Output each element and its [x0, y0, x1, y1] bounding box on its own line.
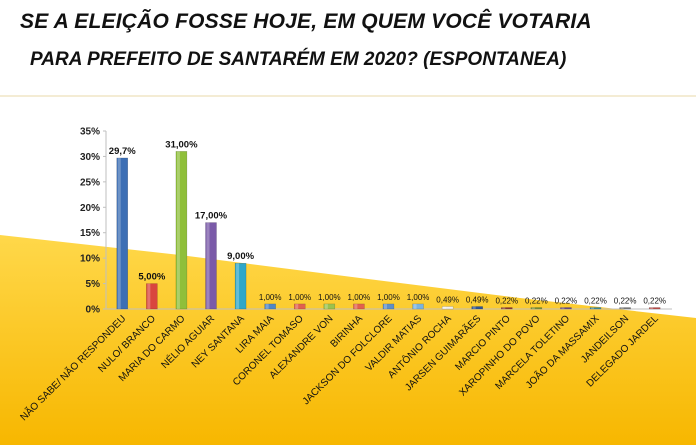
data-label: 1,00% — [348, 293, 371, 302]
y-tick-label: 35% — [80, 127, 100, 138]
bar-highlight — [383, 303, 387, 309]
bar-highlight — [295, 303, 299, 309]
bar-highlight — [472, 306, 476, 309]
bar — [264, 303, 276, 310]
data-label: 1,00% — [318, 293, 341, 302]
data-label: 5,00% — [138, 272, 165, 283]
bar — [619, 307, 631, 310]
x-tick-label: NÃO SABE/ NÃO RESPONDEU — [17, 312, 128, 423]
bar — [293, 303, 306, 310]
bar-highlight — [176, 151, 180, 309]
bar-highlight — [354, 303, 358, 309]
bars — [116, 151, 661, 310]
data-label: 0,22% — [614, 297, 637, 306]
bar-highlight — [147, 283, 151, 309]
data-label: 0,22% — [584, 297, 607, 306]
bar — [560, 307, 572, 310]
data-label: 0,49% — [466, 296, 489, 305]
x-tick-label: NEY SANTANA — [190, 313, 247, 370]
y-axis: 0% 5% 10% 15% 20% 25% 30% 35% — [80, 127, 672, 316]
data-label: 0,22% — [495, 297, 518, 306]
y-tick-label: 5% — [86, 279, 101, 290]
data-label: 0,49% — [436, 296, 459, 305]
y-tick-label: 15% — [80, 228, 100, 239]
bar — [471, 306, 483, 310]
bar-highlight — [561, 307, 565, 309]
bar — [530, 307, 543, 310]
bar — [116, 157, 129, 310]
page-subtitle: PARA PREFEITO DE SANTARÉM EM 2020? (ESPO… — [30, 49, 567, 70]
bar — [501, 307, 513, 310]
bar-highlight — [650, 307, 654, 309]
data-label: 1,00% — [288, 293, 311, 302]
bar — [589, 307, 602, 310]
bar-highlight — [265, 303, 269, 309]
y-tick-label: 25% — [80, 177, 100, 188]
bar-highlight — [443, 306, 447, 309]
data-label: 31,00% — [165, 139, 198, 150]
bar — [234, 262, 247, 310]
bar-highlight — [531, 307, 535, 309]
page-title: SE A ELEIÇÃO FOSSE HOJE, EM QUEM VOCÊ VO… — [20, 10, 592, 33]
bar — [353, 303, 365, 310]
y-tick-label: 20% — [80, 203, 100, 214]
data-label: 1,00% — [377, 293, 400, 302]
bar-highlight — [236, 263, 240, 309]
bar-highlight — [591, 307, 595, 309]
bar-highlight — [620, 307, 624, 309]
bar — [441, 306, 454, 310]
bar-highlight — [324, 303, 328, 309]
y-tick-label: 30% — [80, 152, 100, 163]
data-label: 0,22% — [643, 297, 666, 306]
bar-highlight — [206, 222, 210, 309]
bar — [205, 222, 217, 310]
data-label: 9,00% — [227, 251, 254, 262]
data-label: 17,00% — [195, 211, 228, 222]
y-tick-label: 10% — [80, 254, 100, 265]
bar — [412, 303, 424, 310]
bar-highlight — [413, 303, 417, 309]
bar — [382, 303, 395, 310]
bar — [146, 283, 158, 310]
data-labels: 29,7% 5,00% 31,00% 17,00% 9,00% 1,00% 1,00% 1,0… — [109, 139, 666, 305]
yellow-wave — [0, 235, 696, 445]
bar — [323, 303, 336, 310]
data-label: 0,22% — [525, 297, 548, 306]
y-tick-label: 0% — [86, 305, 101, 316]
data-label: 0,22% — [555, 297, 578, 306]
data-label: 1,00% — [259, 293, 282, 302]
data-label: 1,00% — [407, 293, 430, 302]
bar — [648, 307, 661, 310]
bar — [175, 151, 188, 310]
bar-highlight — [117, 157, 121, 309]
bar-highlight — [502, 307, 506, 309]
data-label: 29,7% — [109, 146, 136, 157]
